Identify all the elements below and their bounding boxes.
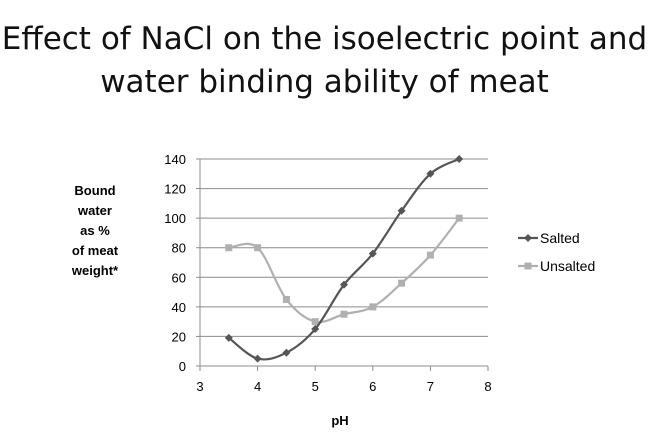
data-point-unsalted xyxy=(225,244,233,252)
y-tick-label: 20 xyxy=(172,329,186,344)
data-point-salted xyxy=(253,354,262,363)
x-tick-label: 4 xyxy=(254,379,261,394)
data-point-salted xyxy=(426,169,435,178)
y-tick-label: 140 xyxy=(164,152,186,167)
x-axis-label: pH xyxy=(331,413,349,428)
legend-marker-unsalted xyxy=(524,262,532,270)
y-tick-label: 60 xyxy=(172,270,186,285)
y-axis-label-line: Bound xyxy=(74,183,116,198)
x-tick-label: 3 xyxy=(196,379,203,394)
y-tick-label: 0 xyxy=(179,359,186,374)
y-tick-label: 80 xyxy=(172,241,186,256)
y-axis-label-line: of meat xyxy=(71,243,119,258)
y-axis-label-line: water xyxy=(78,203,112,218)
data-point-salted xyxy=(282,348,291,357)
data-point-unsalted xyxy=(455,214,463,222)
data-point-salted xyxy=(455,155,464,163)
data-point-salted xyxy=(340,280,348,289)
data-point-unsalted xyxy=(426,251,434,259)
y-axis-label: Bound water as % of meat weight* xyxy=(40,181,150,281)
y-tick-label: 100 xyxy=(164,211,186,226)
data-point-unsalted xyxy=(282,295,290,303)
x-tick-label: 7 xyxy=(427,379,434,394)
y-axis-label-line: weight* xyxy=(71,263,119,278)
x-tick-label: 8 xyxy=(484,379,491,394)
x-tick-label: 5 xyxy=(312,379,319,394)
data-point-unsalted xyxy=(311,318,319,326)
data-point-unsalted xyxy=(254,244,262,252)
y-tick-label: 40 xyxy=(172,300,186,315)
data-point-salted xyxy=(311,325,320,334)
title-line-2: water binding ability of meat xyxy=(100,64,549,100)
legend-marker-salted xyxy=(524,234,532,242)
legend-label-salted: Salted xyxy=(540,230,580,246)
y-axis-label-line: as % xyxy=(80,223,110,238)
x-tick-label: 6 xyxy=(369,379,376,394)
data-point-unsalted xyxy=(398,279,406,287)
data-point-unsalted xyxy=(369,303,377,311)
data-point-salted xyxy=(397,206,406,215)
title-line-1: Effect of NaCl on the isoelectric point … xyxy=(1,21,648,57)
y-tick-label: 120 xyxy=(164,182,186,197)
legend-label-unsalted: Unsalted xyxy=(540,258,595,274)
data-point-salted xyxy=(368,249,377,258)
data-point-salted xyxy=(224,333,233,342)
page-title: Effect of NaCl on the isoelectric point … xyxy=(0,18,649,104)
data-point-unsalted xyxy=(340,310,348,318)
